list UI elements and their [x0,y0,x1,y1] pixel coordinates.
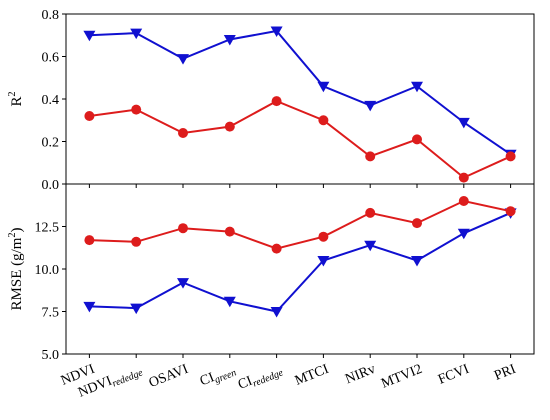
x-tick-label-main: PRI [492,362,518,384]
y-axis-label-close: ) [9,228,25,233]
y-tick-label: 0.4 [42,93,60,108]
x-tick-label-main: OSAVI [147,362,191,391]
x-tick-label: PRI [492,362,518,384]
data-point-circle [365,207,376,218]
plot-frame [65,13,535,185]
x-tick-label-main: MTVI2 [379,362,424,392]
series-line-2 [89,100,512,179]
y-tick-label: 0.2 [42,136,60,151]
x-tick-label: CIgreen [198,362,238,391]
data-point-triangle [411,256,423,267]
data-point-triangle [130,303,143,315]
y-tick-label: 10.0 [35,263,60,278]
data-point-circle [458,172,469,183]
data-point-circle [318,115,329,126]
y-tick-label: 7.5 [42,306,60,321]
series-line-1 [89,211,511,313]
data-point-triangle [270,26,283,37]
y-tick-label: 0.0 [42,178,60,193]
data-point-triangle [223,296,236,308]
data-point-circle [458,196,469,206]
data-point-circle [178,128,188,138]
data-point-triangle [83,301,96,313]
plot-frame [65,183,535,355]
data-point-triangle [317,81,330,93]
y-axis-label-sup: 2 [7,91,18,96]
x-tick-label-main: CI [236,374,255,393]
data-point-triangle [411,81,423,93]
y-axis-label-main: RMSE (g/m [9,237,25,310]
data-point-triangle [83,30,96,42]
data-point-circle [365,151,376,162]
data-point-circle [84,111,95,121]
data-point-circle [505,151,516,162]
y-axis-label: R2 [7,91,25,106]
panel-2: 5.0 7.5 10.0 12.5 RMSE (g/m2) [7,183,535,363]
y-axis-label: RMSE (g/m2) [7,228,25,311]
x-tick-label: MTVI2 [379,362,424,392]
x-tick-label-subscript: green [213,367,238,386]
data-point-triangle [223,35,236,46]
data-point-triangle [130,28,143,40]
y-tick-label: 0.6 [42,51,60,66]
y-tick-label: 5.0 [42,348,60,363]
data-point-circle [84,235,95,246]
data-point-triangle [364,100,377,112]
data-point-circle [505,206,516,217]
x-tick-label: OSAVI [147,362,191,391]
y-tick-label: 0.8 [42,8,60,23]
data-point-triangle [177,278,189,289]
data-point-triangle [457,228,470,240]
data-point-circle [178,223,188,234]
data-point-circle [318,231,329,242]
x-tick-label-main: FCVI [436,362,472,388]
data-point-triangle [270,307,283,318]
x-tick-label-main: MTCI [293,362,331,389]
series-line-1 [89,29,512,156]
x-tick-label: FCVI [436,362,472,388]
data-point-circle [271,243,282,254]
x-tick-label-main: NIRv [343,362,377,388]
data-point-triangle [364,240,377,252]
x-tick-label-subscript: rededge [251,367,285,389]
data-point-circle [412,134,422,145]
data-point-circle [271,96,282,107]
data-point-triangle [457,117,470,129]
data-point-circle [131,104,142,115]
data-point-circle [224,121,235,132]
data-point-circle [412,218,422,229]
y-axis-label-sup: 2 [7,233,18,238]
x-tick-label-subscript: rededge [111,367,145,389]
data-point-triangle [317,256,330,267]
y-tick-label: 12.5 [35,221,60,236]
y-axis-label-main: R [9,96,25,106]
data-point-triangle [177,54,189,65]
data-point-circle [131,236,142,247]
series-line-2 [89,199,511,250]
x-tick-label: CIrededge [236,362,285,395]
panel-1: 0.0 0.2 0.4 0.6 0.8 R2 [7,8,535,193]
x-tick-label-main: CI [198,370,217,389]
x-tick-label: NIRv [343,362,377,388]
data-point-circle [224,226,235,237]
x-tick-label: MTCI [293,362,331,389]
